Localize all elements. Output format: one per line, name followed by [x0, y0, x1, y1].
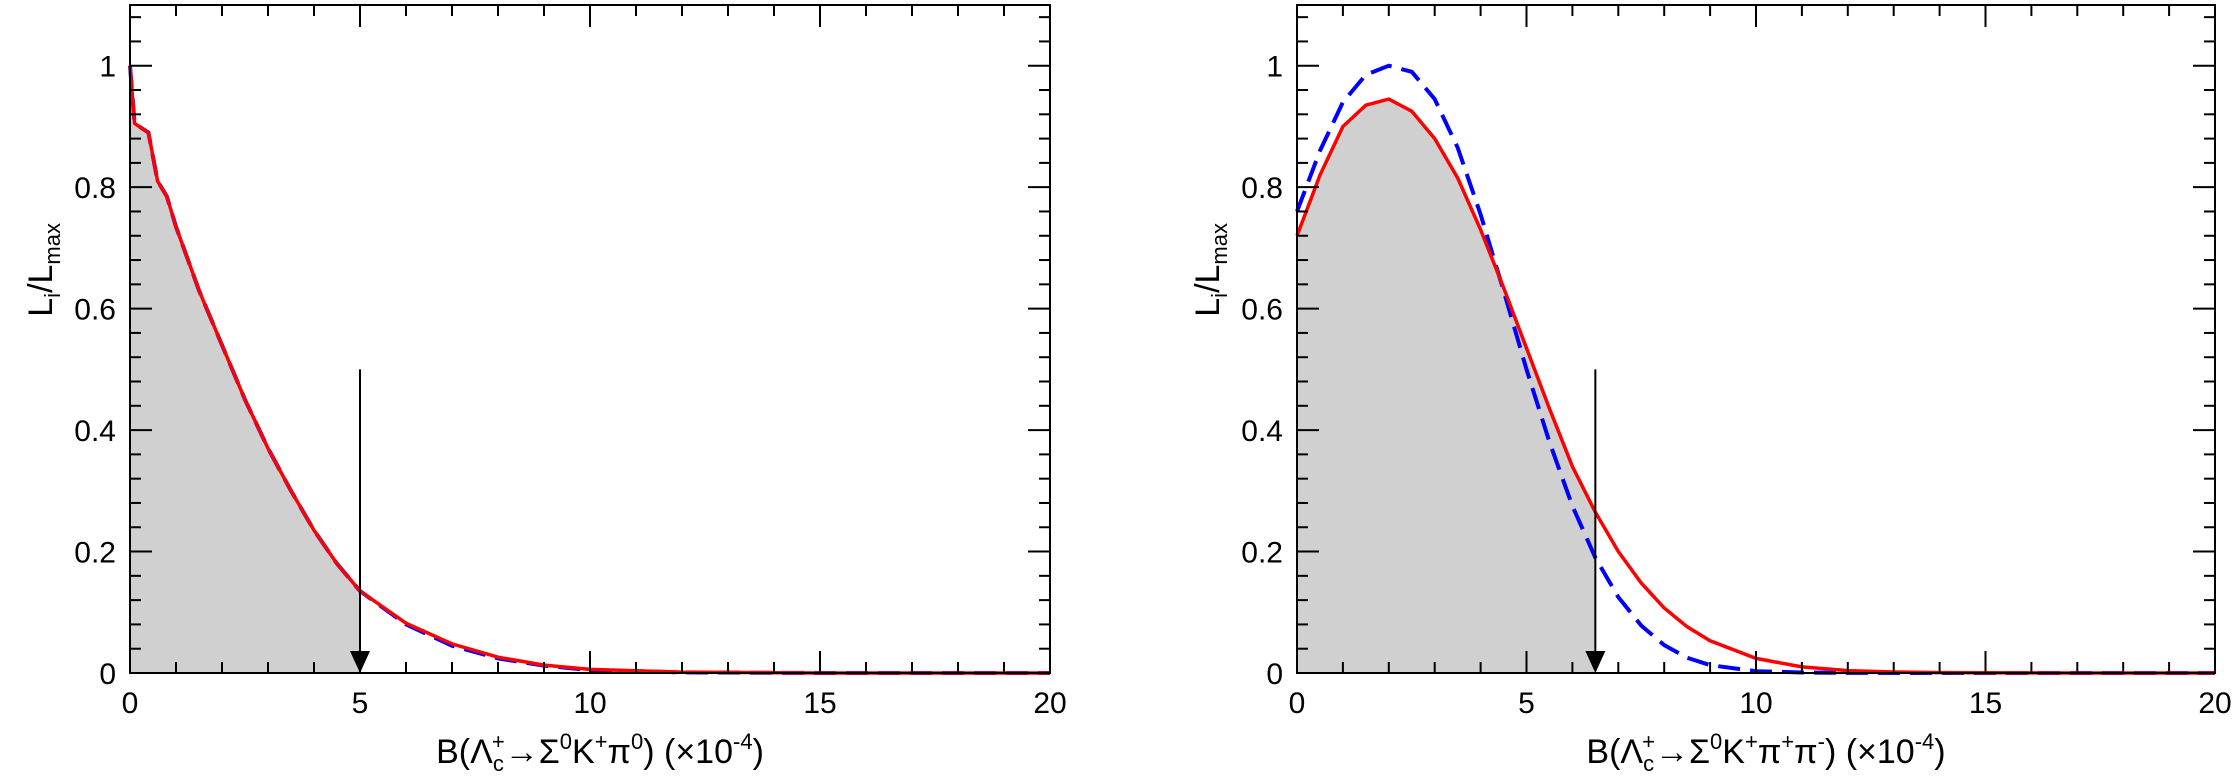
label-part: B(Λ [436, 733, 493, 771]
y-tick-label: 1 [99, 51, 116, 84]
series-line-red-solid [128, 65, 1050, 675]
label-part: 0 [560, 729, 572, 754]
label-part: + [1781, 729, 1794, 754]
label-part: 0 [1710, 729, 1722, 754]
label-part: i [1207, 293, 1232, 298]
label-part: ) (×10 [1825, 733, 1915, 771]
label-part: ) [753, 733, 764, 771]
label-part: /L [1189, 265, 1227, 293]
label-part: c [1643, 751, 1654, 776]
label-part: 0 [631, 729, 643, 754]
x-tick-label: 20 [2198, 687, 2231, 720]
x-axis-title: B(Λc+→Σ0K+π+π-) (×10-4) [1586, 729, 1945, 776]
label-part: K [572, 733, 595, 771]
y-axis-title: Li/Lmax [22, 223, 65, 317]
label-part: - [1818, 729, 1825, 754]
y-tick-label: 0.6 [1241, 294, 1283, 327]
x-tick-label: 20 [1033, 687, 1066, 720]
label-part: -4 [733, 729, 753, 754]
label-part: + [1642, 729, 1655, 754]
label-part: c [493, 751, 504, 776]
label-part: ) [1934, 733, 1945, 771]
label-part: π [608, 733, 631, 771]
y-tick-label: 1 [1266, 51, 1283, 84]
y-tick-label: 0 [1266, 658, 1283, 691]
label-part: K [1722, 733, 1745, 771]
y-tick-label: 0.2 [74, 537, 116, 570]
label-part: max [1207, 223, 1232, 265]
y-tick-label: 0.8 [74, 172, 116, 205]
y-tick-label: 0.4 [74, 415, 116, 448]
x-tick-label: 15 [1969, 687, 2002, 720]
label-part: →Σ [505, 733, 560, 771]
upper-limit-arrowhead [350, 651, 370, 673]
x-tick-label: 15 [803, 687, 836, 720]
label-part: →Σ [1655, 733, 1710, 771]
x-tick-label: 5 [352, 687, 369, 720]
y-axis-title: Li/Lmax [1189, 223, 1232, 317]
label-part: π [1758, 733, 1781, 771]
label-part: π [1794, 733, 1817, 771]
label-part: + [1745, 729, 1758, 754]
label-part: -4 [1915, 729, 1935, 754]
x-tick-label: 5 [1518, 687, 1535, 720]
label-part: /L [22, 265, 60, 293]
label-part: L [22, 298, 60, 317]
x-axis-title: B(Λc+→Σ0K+π0) (×10-4) [436, 729, 764, 776]
x-tick-label: 0 [1289, 687, 1306, 720]
x-tick-label: 0 [122, 687, 139, 720]
y-tick-label: 0 [99, 658, 116, 691]
upper-limit-arrowhead [1585, 651, 1606, 673]
label-part: i [40, 293, 65, 298]
shaded-region [1297, 99, 1596, 674]
label-part: max [40, 223, 65, 265]
y-tick-label: 0.6 [74, 294, 116, 327]
series-line-blue-dashed [1295, 63, 2215, 675]
label-part: + [595, 729, 608, 754]
x-tick-label: 10 [573, 687, 606, 720]
shaded-region [130, 65, 360, 673]
label-part: ) (×10 [643, 733, 733, 771]
label-part: + [492, 729, 505, 754]
y-tick-label: 0.2 [1241, 537, 1283, 570]
y-tick-label: 0.8 [1241, 172, 1283, 205]
label-part: L [1189, 298, 1227, 317]
label-part: B(Λ [1586, 733, 1643, 771]
x-tick-label: 10 [1739, 687, 1772, 720]
y-tick-label: 0.4 [1241, 415, 1283, 448]
